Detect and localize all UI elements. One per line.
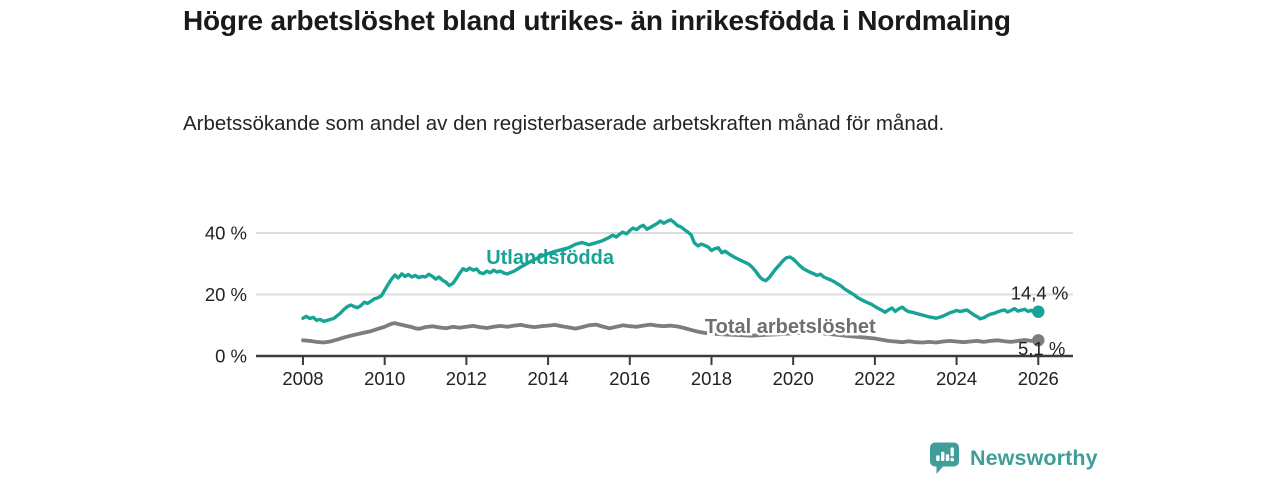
unemployment-line-chart: 2008 2010 2012 2014 2016 2018 2020 2022 2024 2026… [205, 218, 1073, 389]
x-tick-label: 2014 [527, 368, 568, 389]
newsworthy-logo-text: Newsworthy [970, 445, 1098, 470]
logo-bar-2 [941, 451, 945, 461]
x-tick-label: 2016 [609, 368, 650, 389]
logo-exclamation-bar [950, 447, 954, 457]
page-title: Högre arbetslöshet bland utrikes- än inr… [183, 5, 1011, 36]
series-label-total-arbetsloshet: Total arbetslöshet [705, 316, 876, 338]
end-dot-total-arbetsloshet [1032, 334, 1045, 347]
logo-bar-3 [945, 454, 950, 461]
chart-subtitle: Arbetssökande som andel av den registerb… [183, 112, 945, 135]
x-tick-label: 2012 [446, 368, 487, 389]
newsworthy-logo-icon [930, 442, 959, 474]
end-value-label-utlandsfodda: 14,4 % [1011, 283, 1069, 304]
end-value-label-total-arbetsloshet: 5,1 % [1018, 338, 1065, 359]
series-label-utlandsfodda: Utlandsfödda [486, 247, 615, 269]
end-dot-utlandsfodda [1032, 305, 1045, 318]
x-tick-label: 2022 [854, 368, 895, 389]
series-line-utlandsfodda [301, 218, 1041, 323]
x-tick-label: 2018 [691, 368, 732, 389]
newsworthy-brand: Newsworthy [928, 441, 1098, 475]
x-tick-label: 2008 [282, 368, 323, 389]
series-line-total-arbetsloshet [301, 321, 1041, 345]
y-tick-label: 0 % [215, 346, 247, 367]
logo-exclamation-dot [950, 457, 954, 462]
y-tick-label: 20 % [205, 284, 247, 305]
x-tick-label: 2024 [936, 368, 977, 389]
x-tick-label: 2010 [364, 368, 405, 389]
logo-bar-1 [936, 455, 940, 461]
x-tick-label: 2020 [773, 368, 814, 389]
y-tick-label: 40 % [205, 223, 247, 244]
x-tick-label: 2026 [1018, 368, 1059, 389]
